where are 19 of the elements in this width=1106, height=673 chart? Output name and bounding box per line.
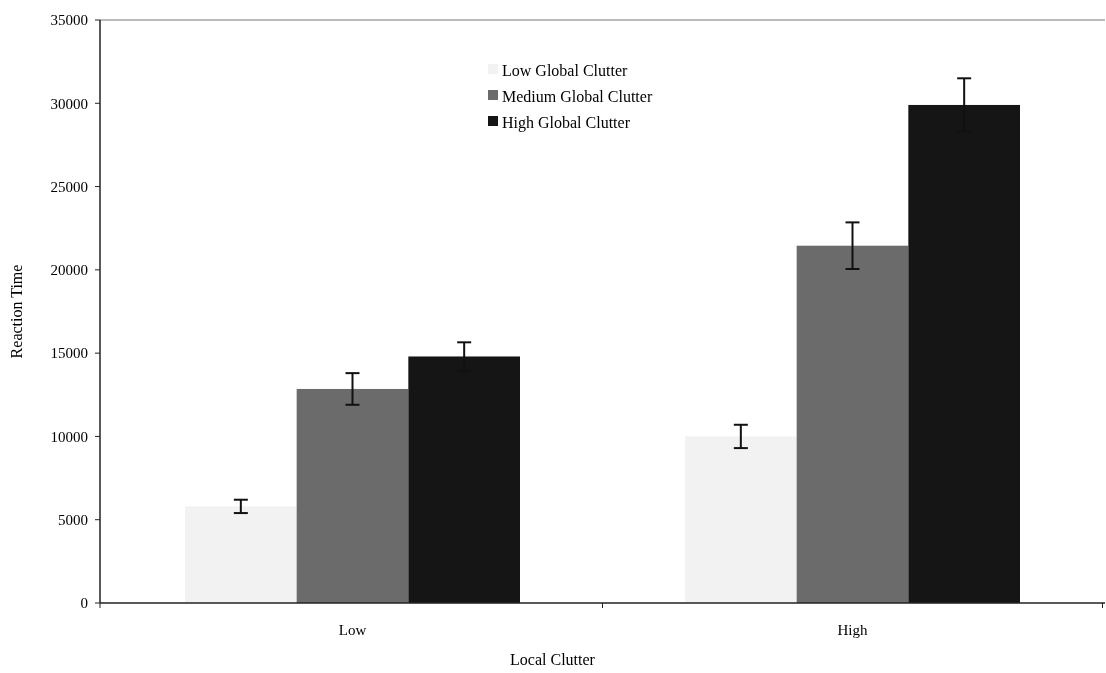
bar <box>185 506 297 603</box>
bar <box>296 388 409 603</box>
x-tick-label: Low <box>338 622 367 638</box>
x-tick-label: High <box>837 622 868 638</box>
legend-label: Medium Global Clutter <box>502 87 653 105</box>
bar <box>685 436 797 603</box>
legend-label: High Global Clutter <box>502 113 631 132</box>
y-tick-label: 0 <box>80 595 88 612</box>
y-tick-label: 25000 <box>50 178 88 195</box>
y-tick-label: 30000 <box>50 95 88 112</box>
bar <box>796 245 909 603</box>
y-tick-label: 15000 <box>50 345 88 362</box>
y-tick-label: 35000 <box>50 12 88 29</box>
x-axis-title: Local Clutter <box>510 651 596 668</box>
y-tick-label: 5000 <box>58 511 88 528</box>
y-tick-label: 10000 <box>50 428 88 445</box>
y-tick-label: 20000 <box>50 262 88 279</box>
legend-label: Low Global Clutter <box>502 61 628 79</box>
y-axis-title: Reaction Time <box>8 264 25 359</box>
